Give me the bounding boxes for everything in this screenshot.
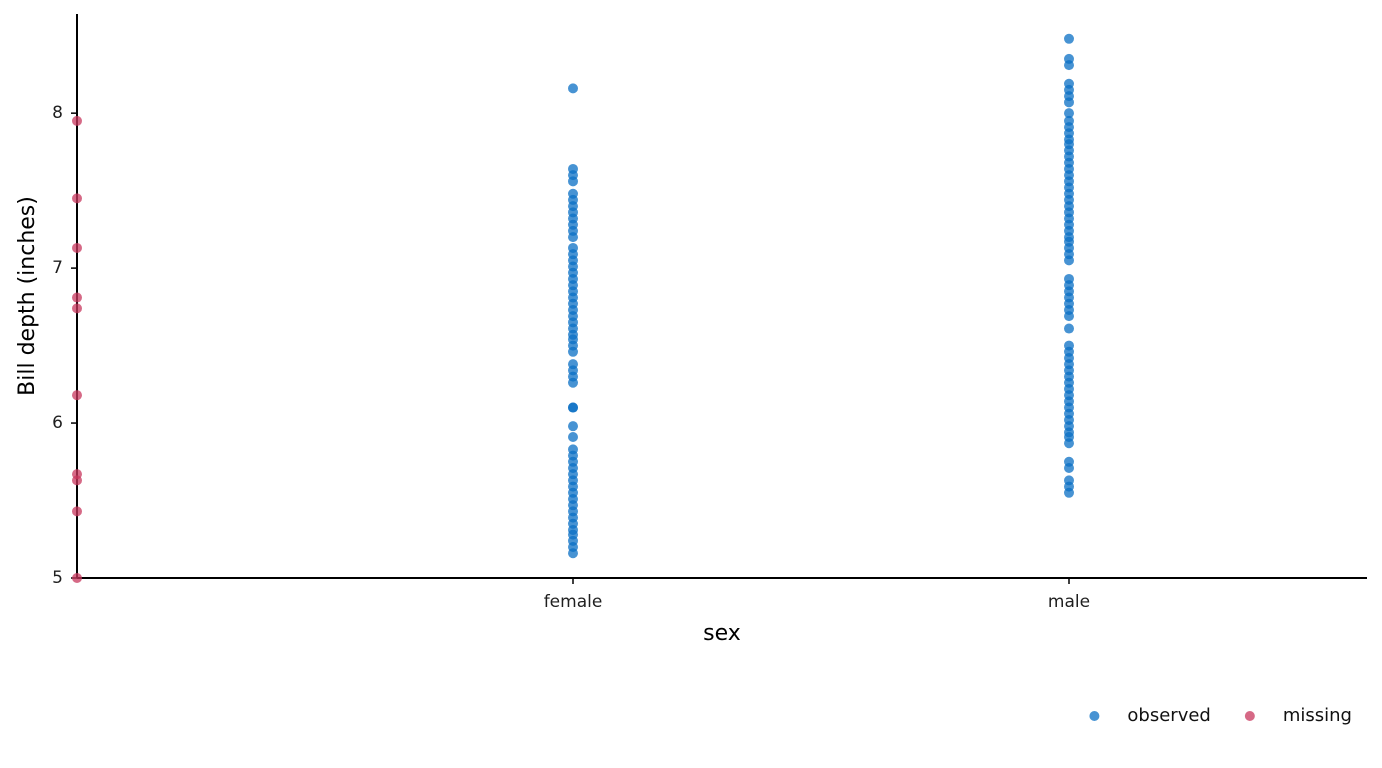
point [1064, 97, 1074, 108]
point [568, 377, 578, 388]
point [72, 193, 82, 204]
point [568, 548, 578, 559]
point [568, 346, 578, 357]
point [568, 402, 578, 413]
point [1064, 462, 1074, 473]
x-tick-label: male [1048, 592, 1090, 612]
point [568, 432, 578, 442]
y-tick-label: 7 [52, 258, 63, 278]
point [1064, 60, 1074, 71]
point [1064, 255, 1074, 266]
point [1064, 438, 1074, 449]
point [1064, 487, 1074, 498]
y-tick-label: 6 [52, 413, 63, 433]
y-axis-title: Bill depth (inches) [15, 196, 40, 396]
legend-marker [1244, 711, 1255, 721]
point [568, 176, 578, 187]
point [1064, 311, 1074, 322]
point [72, 292, 82, 303]
point [568, 83, 578, 94]
legend-label: observed [1127, 705, 1210, 726]
legend-label: missing [1283, 705, 1352, 726]
point [1064, 108, 1074, 119]
point [1064, 33, 1074, 44]
y-tick-label: 8 [52, 103, 63, 123]
point [72, 573, 82, 583]
point [72, 303, 82, 314]
x-axis-title: sex [703, 621, 741, 646]
point [72, 242, 82, 253]
legend: observed missing [1089, 705, 1352, 726]
point [1064, 323, 1074, 334]
point [72, 506, 82, 517]
y-tick-label: 5 [52, 568, 63, 588]
point [72, 475, 82, 486]
point [568, 421, 578, 432]
point [72, 115, 82, 126]
point [72, 390, 82, 401]
legend-marker [1089, 711, 1100, 721]
x-tick-label: female [544, 592, 603, 612]
point [568, 232, 578, 243]
